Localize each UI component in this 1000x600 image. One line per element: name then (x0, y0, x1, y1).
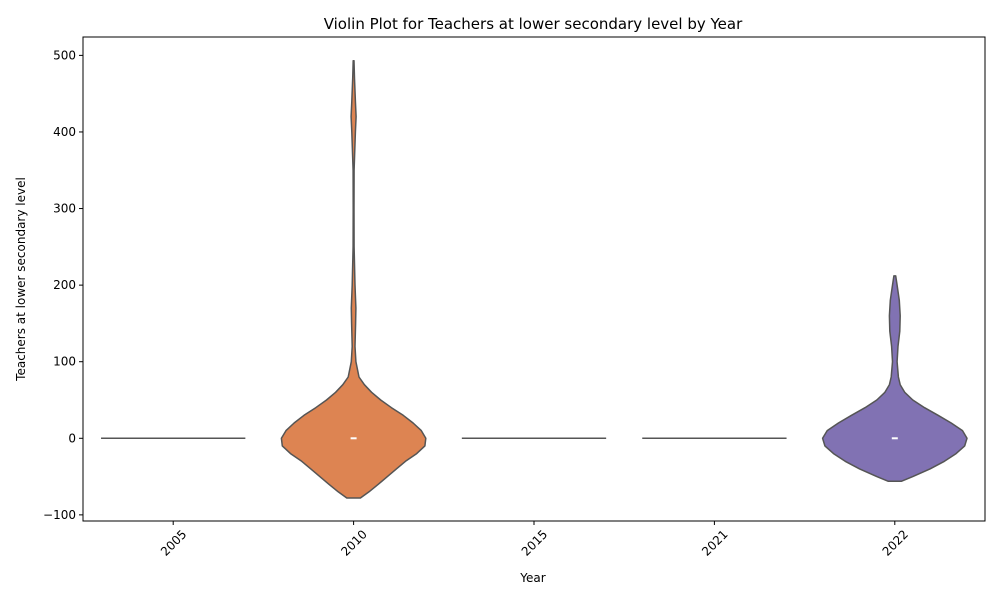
violin-2010 (280, 59, 427, 499)
x-tick-label: 2022 (880, 527, 911, 558)
x-tick-label: 2015 (519, 527, 550, 558)
y-tick-label: −100 (43, 508, 76, 522)
y-tick-label: 300 (53, 202, 76, 216)
y-tick-label: 200 (53, 278, 76, 292)
y-tick-label: 100 (53, 355, 76, 369)
x-axis: 2005 2010 2015 2021 2022 (158, 521, 911, 559)
x-tick-label: 2010 (338, 527, 369, 558)
y-tick-label: 400 (53, 125, 76, 139)
x-axis-label: Year (519, 571, 545, 585)
x-tick-label: 2021 (699, 527, 730, 558)
violin-2022 (821, 275, 968, 482)
y-axis-label: Teachers at lower secondary level (14, 177, 28, 382)
violin-layer (101, 59, 968, 499)
chart-title: Violin Plot for Teachers at lower second… (324, 15, 743, 33)
y-tick-label: 0 (68, 431, 76, 445)
x-tick-label: 2005 (158, 527, 189, 558)
y-axis: −100 0 100 200 300 400 500 (43, 48, 83, 522)
y-tick-label: 500 (53, 48, 76, 62)
